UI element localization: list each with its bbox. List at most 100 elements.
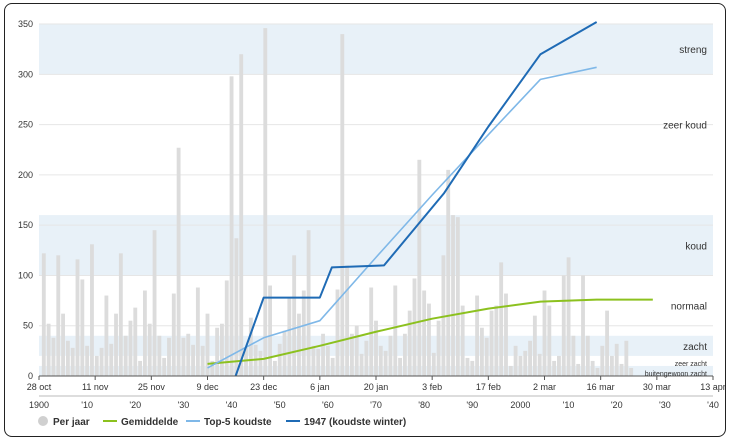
bar	[292, 255, 297, 376]
bar	[619, 363, 624, 376]
x-tick-label-date: 2 mar	[533, 382, 556, 392]
x-tick-label-year: '20	[611, 400, 623, 410]
bar	[465, 357, 470, 376]
bar	[494, 305, 499, 376]
bar	[181, 337, 186, 376]
y-tick-label: 300	[18, 69, 33, 79]
x-tick-label-year: '90	[466, 400, 478, 410]
bar	[499, 262, 504, 376]
bar	[157, 335, 162, 376]
bar	[311, 345, 316, 376]
bar	[118, 253, 123, 376]
x-tick-label-year: '40	[226, 400, 238, 410]
x-tick-label-date: 20 jan	[364, 382, 389, 392]
bar	[191, 344, 195, 376]
bar	[513, 345, 518, 376]
bar	[325, 345, 330, 376]
x-tick-label-year: '40	[707, 400, 719, 410]
bar	[484, 337, 489, 376]
legend-label-top5: Top-5 koudste	[204, 417, 272, 428]
bar	[41, 253, 46, 376]
bar	[142, 290, 147, 376]
series-line-1	[207, 298, 653, 365]
bar	[94, 355, 99, 376]
x-tick-label-date: 3 feb	[422, 382, 442, 392]
legend-label-gemiddelde: Gemiddelde	[121, 417, 179, 428]
bar	[431, 352, 436, 376]
bar	[374, 320, 378, 376]
bar	[195, 287, 200, 376]
bar	[595, 367, 600, 376]
x-tick-label-date: 9 dec	[196, 382, 219, 392]
bar	[99, 347, 104, 376]
bar	[167, 337, 171, 376]
bar	[335, 289, 340, 376]
series-line-2	[207, 66, 597, 369]
bar	[61, 313, 65, 376]
bar	[359, 353, 364, 376]
bar	[239, 54, 244, 376]
bar	[65, 340, 70, 376]
bar	[460, 305, 465, 376]
bar	[614, 343, 619, 376]
y-tick-label: 150	[18, 220, 33, 230]
bar	[90, 244, 94, 376]
bar	[455, 217, 460, 376]
bar	[402, 333, 407, 376]
bar	[277, 343, 282, 376]
bar	[244, 347, 248, 376]
bar	[489, 310, 494, 376]
y-tick-label: 0	[28, 371, 33, 381]
band-streng	[39, 24, 713, 75]
y-tick-label: 200	[18, 170, 33, 180]
bar	[609, 355, 614, 376]
bar	[248, 317, 253, 376]
bar	[330, 357, 335, 376]
bar	[629, 367, 634, 376]
bar	[215, 327, 220, 376]
x-tick-label-date: 16 mar	[587, 382, 615, 392]
band-label-zeer-zacht: zeer zacht	[675, 361, 707, 368]
bar	[51, 337, 56, 376]
bar	[114, 313, 118, 376]
winter-chart: 0 50 100 150 200 250 300 350 28 oct 11 nov 25 nov 9…	[18, 19, 725, 428]
bar	[412, 278, 417, 376]
bar	[561, 275, 566, 376]
x-tick-label-year: '60	[322, 400, 334, 410]
bar	[537, 353, 542, 376]
bar	[171, 293, 176, 376]
bar	[220, 323, 224, 376]
bar	[369, 287, 374, 376]
legend-marker-per-jaar	[38, 416, 48, 426]
bar	[268, 285, 273, 376]
bar	[398, 357, 402, 376]
bar	[523, 350, 528, 376]
y-tick-label: 100	[18, 270, 33, 280]
x-tick-label-year: 2000	[510, 400, 530, 410]
bar	[576, 363, 581, 376]
bar	[542, 290, 547, 376]
bar	[350, 333, 354, 376]
bar	[528, 340, 532, 376]
x-tick-label-year: '10	[81, 400, 93, 410]
bar	[128, 320, 133, 376]
x-tick-label-date: 23 dec	[250, 382, 278, 392]
band-label-buitengewoon-zacht: buitengewoon zacht	[645, 371, 707, 378]
bar	[378, 345, 383, 376]
x-tick-label-date: 25 nov	[138, 382, 166, 392]
bar	[306, 230, 311, 376]
series-line-3	[234, 21, 598, 377]
bar	[571, 335, 576, 376]
band-label-zacht: zacht	[683, 342, 707, 353]
bar	[133, 307, 138, 376]
bar	[532, 315, 537, 376]
bar	[224, 280, 229, 376]
bar	[234, 238, 239, 376]
bar	[585, 335, 590, 376]
x-tick-label-year: '70	[370, 400, 382, 410]
bar	[383, 350, 388, 376]
y-tick-label: 250	[18, 120, 33, 130]
x-tick-label-year: '30	[659, 400, 671, 410]
bar	[186, 333, 191, 376]
bar	[200, 345, 205, 376]
